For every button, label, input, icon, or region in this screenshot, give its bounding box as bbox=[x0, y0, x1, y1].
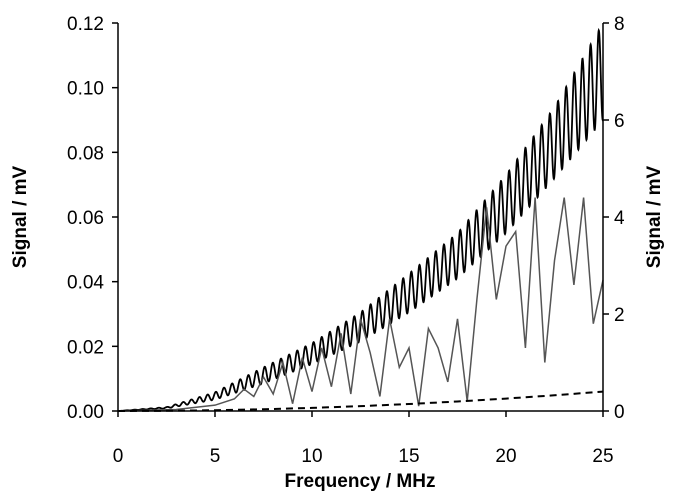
x-axis-title: Frequency / MHz bbox=[285, 471, 436, 491]
x-ticks: 0 5 10 15 20 25 bbox=[113, 411, 614, 467]
y-axis-left-title: Signal / mV bbox=[10, 165, 31, 268]
y-left-tick-label: 0.12 bbox=[67, 14, 104, 35]
x-tick-label: 15 bbox=[398, 446, 419, 467]
x-tick-label: 25 bbox=[592, 446, 613, 467]
series-dashed-black bbox=[117, 390, 604, 412]
x-tick-label: 10 bbox=[301, 446, 322, 467]
y-right-ticks: 0 2 4 6 8 bbox=[603, 14, 625, 423]
y-left-tick-label: 0.04 bbox=[67, 273, 104, 294]
curves bbox=[117, 27, 604, 412]
y-left-tick-label: 0.10 bbox=[67, 79, 104, 100]
x-tick-label: 0 bbox=[113, 446, 124, 467]
x-tick-label: 20 bbox=[495, 446, 516, 467]
y-left-ticks: 0.00 0.02 0.04 0.06 0.08 0.10 0.12 bbox=[67, 14, 118, 423]
y-right-tick-label: 0 bbox=[614, 402, 625, 423]
y-right-tick-label: 6 bbox=[614, 111, 625, 132]
y-left-tick-label: 0.02 bbox=[67, 337, 104, 358]
y-axis-right-title: Signal / mV bbox=[644, 165, 665, 268]
series-gray-noisy bbox=[117, 197, 604, 412]
series-black-oscillating bbox=[117, 27, 604, 412]
x-tick-label: 5 bbox=[210, 446, 221, 467]
y-right-tick-label: 8 bbox=[614, 14, 625, 35]
y-left-tick-label: 0.00 bbox=[67, 402, 104, 423]
y-right-tick-label: 4 bbox=[614, 208, 625, 229]
y-left-tick-label: 0.06 bbox=[67, 208, 104, 229]
y-left-tick-label: 0.08 bbox=[67, 143, 104, 164]
y-right-tick-label: 2 bbox=[614, 305, 625, 326]
